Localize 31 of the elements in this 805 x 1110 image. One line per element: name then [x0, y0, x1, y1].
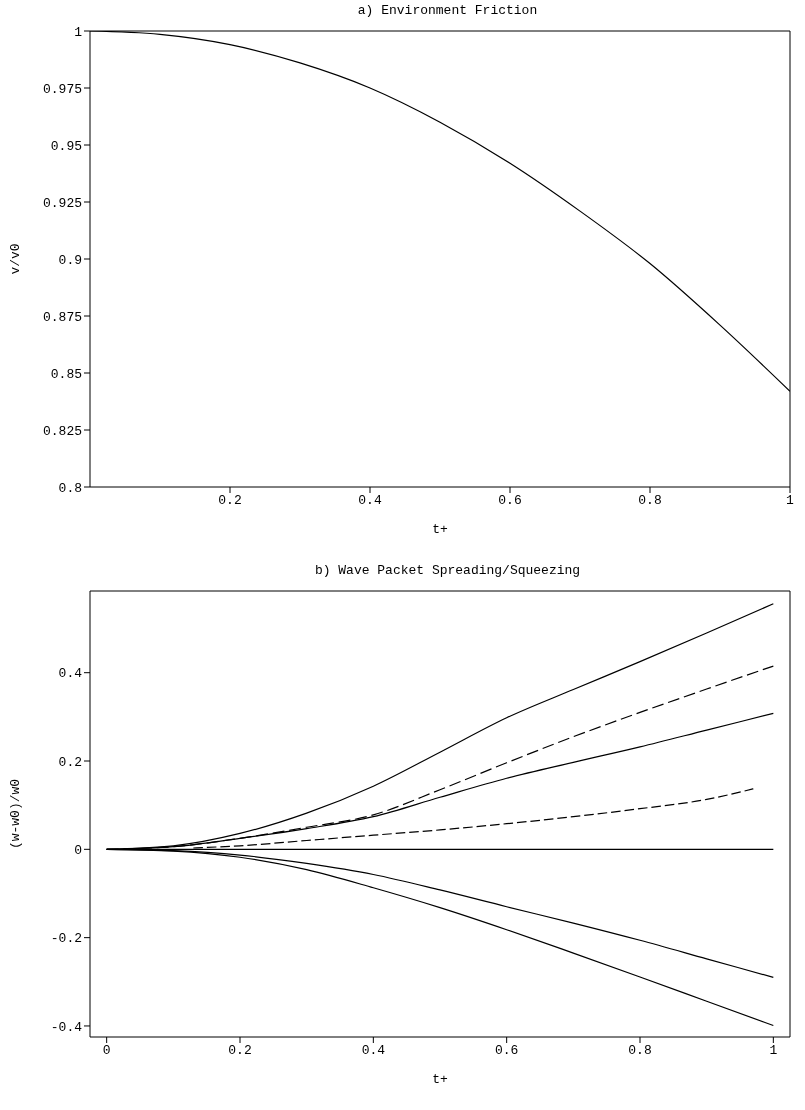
x-tick-label: 0.2	[218, 493, 242, 509]
chart-title: b) Wave Packet Spreading/Squeezing	[313, 562, 582, 580]
x-axis-title: t+	[432, 522, 448, 537]
x-tick-label: 0.4	[361, 1043, 386, 1059]
y-tick-label: 0.875	[42, 309, 82, 325]
x-axis-title: t+	[432, 1072, 448, 1087]
x-tick-label: 0.6	[498, 493, 522, 509]
y-tick-label: 1	[74, 24, 83, 40]
x-tick-label: 0.2	[228, 1043, 252, 1059]
y-tick-label: 0.975	[42, 81, 82, 97]
y-tick-label: 0.9	[58, 252, 82, 268]
y-tick-label: 0.95	[50, 138, 82, 154]
y-tick-label: 0.4	[58, 666, 83, 682]
x-tick-label: 0.6	[494, 1043, 519, 1059]
x-tick-label: 0	[102, 1043, 111, 1059]
y-tick-label: 0.925	[42, 195, 82, 211]
x-tick-label: 0.8	[638, 493, 662, 509]
y-tick-label: 0.825	[42, 423, 82, 439]
x-tick-label: 1	[786, 493, 795, 509]
x-tick-label: 1	[769, 1043, 778, 1059]
y-tick-label: 0.85	[50, 366, 82, 382]
x-tick-label: 0.8	[628, 1043, 652, 1059]
y-tick-label: -0.4	[50, 1019, 83, 1035]
chart-title: a) Environment Friction	[356, 2, 539, 20]
y-tick-label: 0.2	[58, 754, 82, 770]
y-axis-title: v/v0	[7, 243, 23, 275]
y-tick-label: -0.2	[50, 931, 82, 947]
y-axis-title: (w-w0)/w0	[7, 778, 23, 850]
y-tick-label: 0	[74, 842, 82, 858]
x-tick-label: 0.4	[358, 493, 382, 509]
y-tick-label: 0.8	[58, 480, 82, 496]
